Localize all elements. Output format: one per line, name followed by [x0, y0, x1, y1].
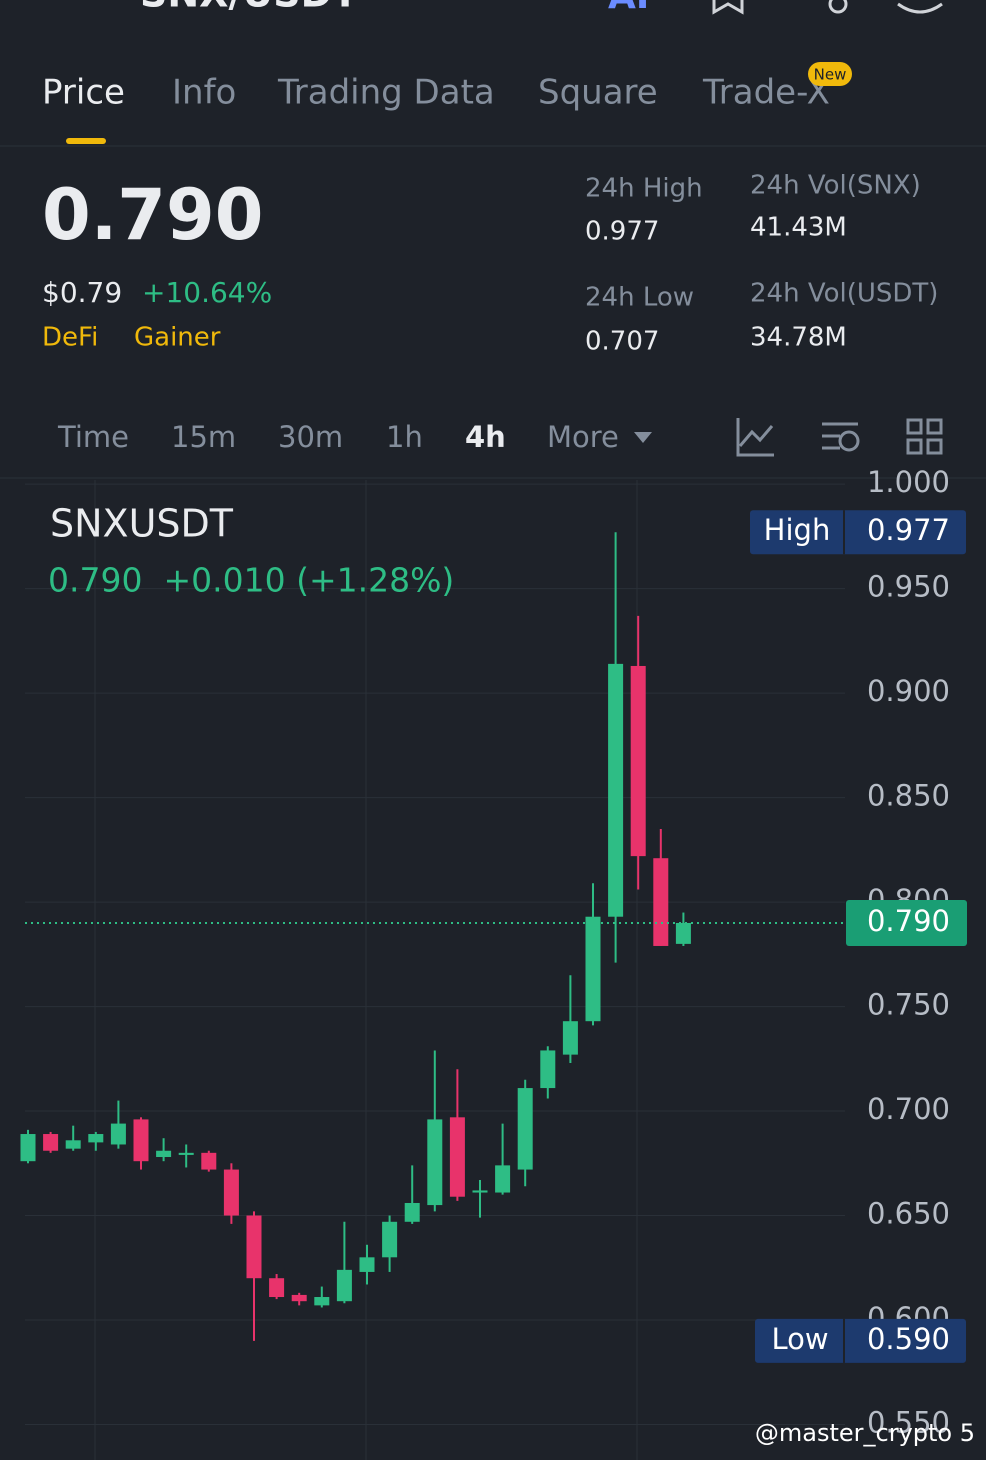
candle-body: [43, 1134, 59, 1151]
tab[interactable]: Trade-X: [702, 73, 830, 113]
interval[interactable]: 4h: [465, 420, 506, 454]
low-badge: [755, 1318, 966, 1363]
tab[interactable]: Price: [42, 73, 125, 113]
low-badge-value: 0.590: [867, 1322, 950, 1356]
ai-button[interactable]: AI: [608, 0, 649, 17]
y-tick-label: 0.700: [867, 1092, 950, 1126]
candle-body: [675, 922, 691, 944]
candle-body: [495, 1165, 511, 1193]
y-tick-label: 1.000: [867, 465, 950, 499]
candle-body: [110, 1123, 126, 1145]
candle-body: [427, 1119, 443, 1206]
stat-label: 24h High: [585, 174, 703, 204]
stat-label: 24h Low: [585, 283, 694, 313]
last-price: 0.790: [42, 174, 263, 256]
candle-body: [223, 1169, 239, 1216]
interval[interactable]: 30m: [278, 420, 343, 454]
candle-body: [65, 1140, 81, 1149]
high-badge-value: 0.977: [867, 513, 950, 547]
stat-value: 34.78M: [750, 323, 847, 353]
interval[interactable]: Time: [57, 420, 129, 454]
share-icon[interactable]: [828, 0, 848, 14]
tab-indicator: [66, 138, 106, 144]
candle-body: [336, 1269, 352, 1302]
candle-body: [178, 1152, 194, 1155]
vertical-grid: [94, 480, 638, 1460]
new-badge: New: [814, 66, 847, 84]
tag[interactable]: Gainer: [134, 323, 221, 353]
pair[interactable]: SNX/USDT: [140, 0, 358, 16]
favorite-icon[interactable]: [712, 0, 744, 15]
tab[interactable]: Square: [538, 73, 658, 113]
candle-body: [404, 1202, 420, 1222]
tab[interactable]: Trading Data: [277, 73, 495, 113]
candle-body: [449, 1117, 465, 1197]
stat-label: 24h Vol(SNX): [750, 171, 921, 201]
candle-body: [540, 1050, 556, 1089]
candle-body: [653, 858, 669, 946]
y-tick-label: 0.550: [867, 1405, 950, 1439]
candle-body: [246, 1215, 262, 1279]
candle-body: [269, 1278, 285, 1298]
stat-value: 0.977: [585, 217, 659, 247]
candle-body: [291, 1294, 307, 1302]
chart-subtitle: 0.790 +0.010 (+1.28%): [48, 561, 454, 600]
last-price-badge: [846, 899, 967, 946]
high-badge: [750, 510, 966, 555]
candle-body: [517, 1088, 533, 1170]
high-badge-label: High: [764, 513, 831, 547]
plot: 1.0000.9500.9000.8500.8000.7500.7000.650…: [20, 465, 967, 1439]
candle-body: [608, 663, 624, 917]
candle-body: [133, 1119, 149, 1162]
usd-price: $0.79: [42, 276, 122, 309]
chart-title: SNXUSDT: [50, 502, 234, 546]
candle-body: [562, 1021, 578, 1055]
y-tick-label: 0.950: [867, 570, 950, 604]
tag[interactable]: DeFi: [42, 323, 98, 353]
y-tick-label: 0.850: [867, 779, 950, 813]
y-tick-label: 0.650: [867, 1197, 950, 1231]
interval[interactable]: 15m: [171, 420, 236, 454]
new-badge-bg: [808, 62, 852, 86]
stat-value: 0.707: [585, 327, 659, 357]
indicator-icon[interactable]: [736, 418, 774, 457]
candle-body: [359, 1257, 375, 1272]
candle-body: [472, 1190, 488, 1193]
candle-body: [314, 1297, 330, 1306]
stat-value: 41.43M: [750, 213, 847, 243]
interval[interactable]: 1h: [386, 420, 423, 454]
alert-icon[interactable]: [897, 2, 943, 14]
layout-icon[interactable]: [906, 418, 943, 455]
interval[interactable]: More: [547, 420, 619, 454]
candle-body: [88, 1134, 104, 1143]
candle-body: [585, 916, 601, 1022]
y-tick-label: 0.750: [867, 988, 950, 1022]
change: +10.64%: [142, 276, 272, 309]
candle-body: [382, 1221, 398, 1258]
settings-icon[interactable]: [838, 430, 860, 452]
low-badge-label: Low: [771, 1322, 828, 1356]
candle-body: [201, 1152, 217, 1170]
tab[interactable]: Info: [172, 73, 236, 113]
candle-body: [156, 1150, 172, 1158]
candle-body: [20, 1134, 36, 1162]
y-tick-label: 0.900: [867, 674, 950, 708]
watermark: @master_crypto 5: [755, 1419, 975, 1447]
candle-body: [630, 665, 646, 857]
stat-label: 24h Vol(USDT): [750, 279, 938, 309]
last-price-label: 0.790: [867, 904, 950, 938]
dropdown-arrow[interactable]: [634, 432, 652, 443]
